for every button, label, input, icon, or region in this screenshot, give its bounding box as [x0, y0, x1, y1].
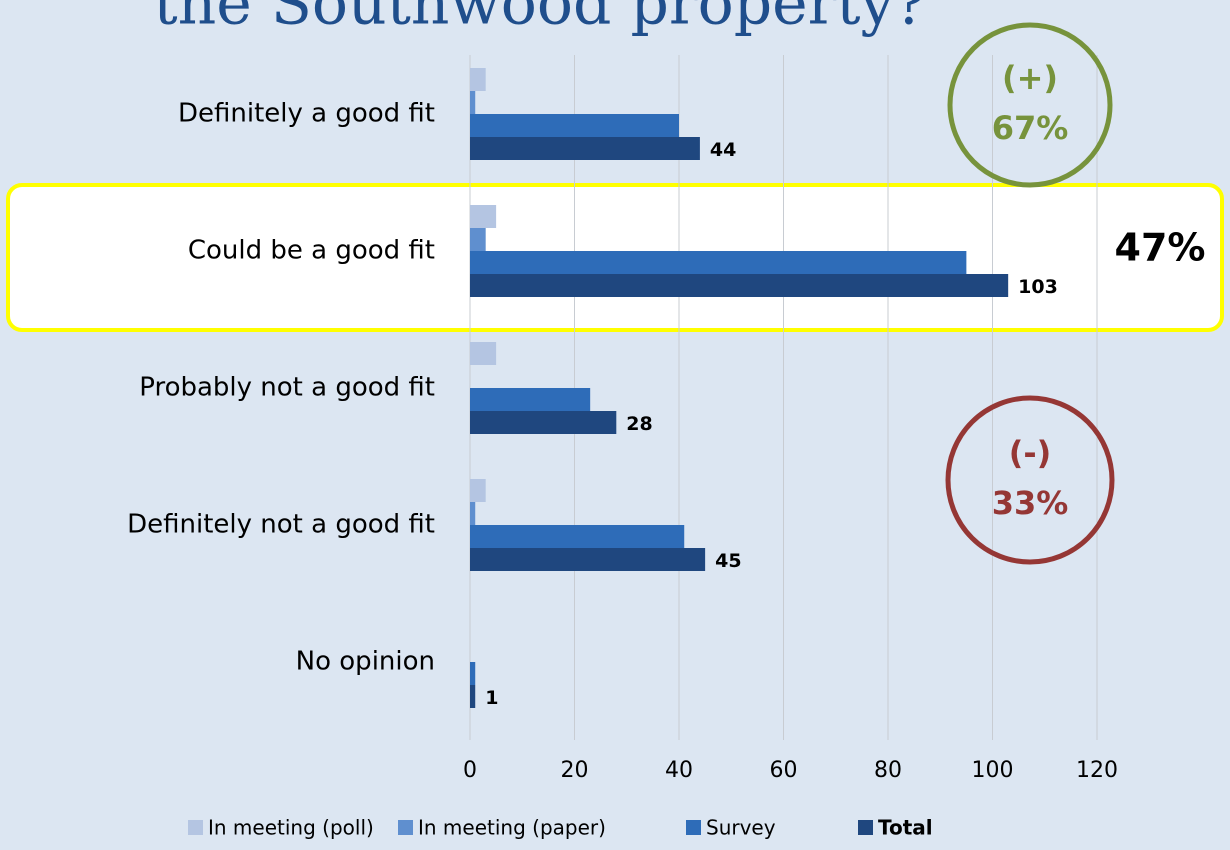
legend-swatch — [686, 820, 701, 835]
legend-swatch — [188, 820, 203, 835]
data-label: 44 — [710, 139, 736, 161]
legend-label: Survey — [706, 816, 776, 840]
x-tick-label: 40 — [665, 758, 693, 783]
annotation-text: 33% — [992, 484, 1069, 522]
bar — [470, 525, 685, 548]
bar — [470, 251, 967, 274]
annotation-text: (+) — [1002, 59, 1058, 97]
category-label: Could be a good fit — [188, 236, 435, 266]
bar — [470, 342, 497, 365]
category-label: Definitely not a good fit — [127, 510, 435, 540]
annotation-text: 47% — [1115, 226, 1206, 270]
bar — [470, 91, 476, 114]
data-label: 103 — [1018, 276, 1058, 298]
x-tick-label: 120 — [1076, 758, 1118, 783]
annotation-circle — [945, 395, 1115, 565]
legend-label: In meeting (paper) — [418, 816, 606, 840]
x-tick-label: 80 — [874, 758, 902, 783]
x-tick-label: 100 — [972, 758, 1014, 783]
bar — [470, 137, 700, 160]
x-tick-label: 60 — [770, 758, 798, 783]
bar — [470, 68, 486, 91]
legend-swatch — [398, 820, 413, 835]
category-label: Probably not a good fit — [139, 373, 435, 403]
bar — [470, 548, 706, 571]
bar — [470, 114, 679, 137]
legend-label: In meeting (poll) — [208, 816, 374, 840]
annotation-circle — [947, 22, 1113, 188]
bar — [470, 685, 476, 708]
annotation-text: (-) — [1009, 434, 1052, 472]
bar — [470, 411, 617, 434]
bar — [470, 502, 476, 525]
chart-title: the Southwood property? — [153, 0, 926, 39]
category-label: No opinion — [296, 647, 435, 677]
annotation-text: 67% — [992, 109, 1069, 147]
data-label: 28 — [626, 413, 652, 435]
bar — [470, 228, 486, 251]
category-label: Definitely a good fit — [178, 99, 435, 129]
bar — [470, 205, 497, 228]
legend-swatch — [858, 820, 873, 835]
legend-label: Total — [878, 816, 933, 840]
bar — [470, 662, 476, 685]
data-label: 1 — [485, 687, 498, 709]
data-label: 45 — [715, 550, 741, 572]
bar — [470, 274, 1009, 297]
x-tick-label: 0 — [463, 758, 477, 783]
x-tick-label: 20 — [561, 758, 589, 783]
bar — [470, 479, 486, 502]
bar — [470, 388, 591, 411]
